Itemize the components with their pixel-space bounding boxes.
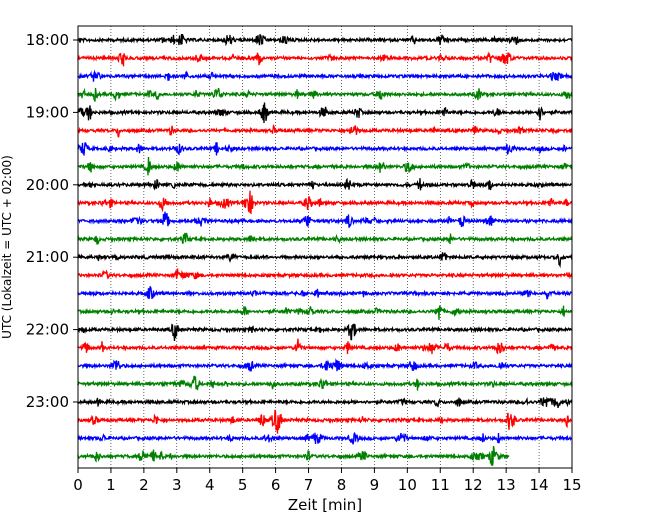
trace-2230 <box>77 358 573 372</box>
trace-2045 <box>77 232 573 245</box>
x-tick-label: 8 <box>337 476 347 494</box>
x-tick-label: 11 <box>431 476 450 494</box>
x-tick-label: 5 <box>238 476 248 494</box>
x-tick-label: 13 <box>497 476 516 494</box>
trace-1815 <box>77 51 573 67</box>
trace-1915 <box>77 124 573 138</box>
trace-2330 <box>77 431 573 445</box>
trace-2345 <box>77 445 510 466</box>
trace-2030 <box>77 211 573 228</box>
trace-2115 <box>77 268 573 281</box>
y-axis-label: UTC (Lokalzeit = UTC + 02:00) <box>0 155 14 339</box>
trace-2215 <box>77 338 573 355</box>
y-tick-label: 20:00 <box>26 176 69 194</box>
y-axis: 18:00 19:00 20:00 21:00 22:00 23:00 <box>26 31 78 411</box>
y-tick-label: 23:00 <box>26 393 69 411</box>
y-tick-label: 21:00 <box>26 248 69 266</box>
trace-2015 <box>77 190 573 215</box>
x-tick-label: 0 <box>73 476 83 494</box>
x-tick-label: 2 <box>139 476 149 494</box>
x-tick-label: 15 <box>562 476 581 494</box>
plot-frame <box>77 25 573 469</box>
traces <box>77 33 573 466</box>
x-tick-label: 1 <box>106 476 116 494</box>
trace-1800 <box>77 33 573 47</box>
trace-2315 <box>77 409 573 434</box>
x-tick-label: 6 <box>271 476 281 494</box>
trace-2000 <box>77 177 573 191</box>
x-tick-label: 9 <box>370 476 380 494</box>
trace-2300 <box>77 396 573 409</box>
trace-2100 <box>77 252 573 269</box>
trace-2200 <box>77 323 573 342</box>
x-tick-label: 10 <box>398 476 417 494</box>
x-axis: 0 1 2 3 4 5 6 7 8 9 10 11 12 13 14 15 <box>73 468 582 494</box>
x-tick-label: 12 <box>464 476 483 494</box>
trace-1930 <box>77 141 573 156</box>
trace-2130 <box>77 286 573 300</box>
x-tick-label: 3 <box>172 476 182 494</box>
x-tick-label: 7 <box>304 476 314 494</box>
trace-1945 <box>77 156 573 176</box>
y-tick-label: 19:00 <box>26 103 69 121</box>
trace-1900 <box>77 102 573 124</box>
trace-1830 <box>77 69 573 82</box>
x-axis-label: Zeit [min] <box>288 496 362 514</box>
trace-2145 <box>77 305 573 320</box>
x-tick-label: 4 <box>205 476 215 494</box>
trace-1845 <box>77 87 573 102</box>
trace-2245 <box>77 375 573 391</box>
y-tick-label: 18:00 <box>26 31 69 49</box>
y-tick-label: 22:00 <box>26 321 69 339</box>
x-tick-label: 14 <box>530 476 549 494</box>
